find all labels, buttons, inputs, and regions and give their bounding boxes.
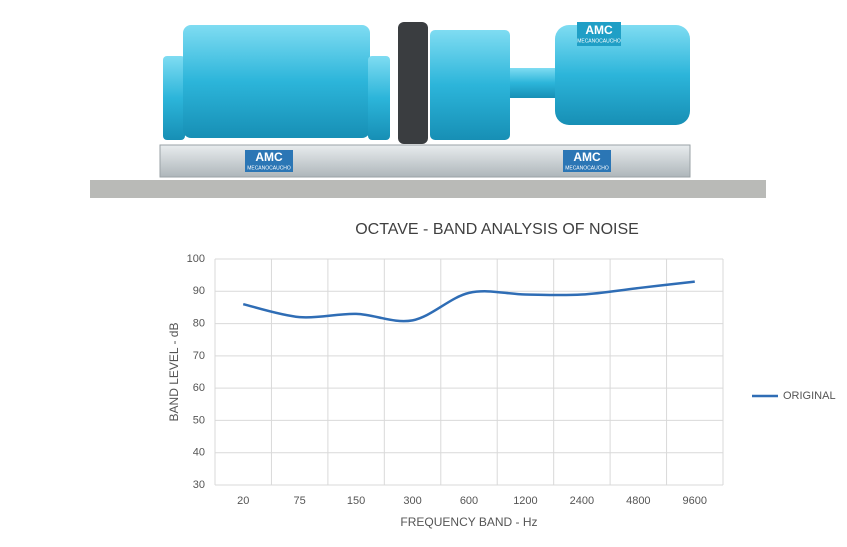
x-tick-label: 9600 — [683, 495, 707, 507]
logo-subtext: MECANOCAUCHO — [577, 38, 621, 44]
support-left — [163, 56, 185, 140]
y-tick-label: 30 — [193, 479, 205, 491]
drum — [183, 25, 370, 138]
chart-title: OCTAVE - BAND ANALYSIS OF NOISE — [355, 221, 639, 238]
logo-plate — [577, 22, 621, 46]
y-axis-label: BAND LEVEL - dB — [167, 323, 181, 422]
y-tick-label: 90 — [193, 285, 205, 297]
logo-plate — [563, 150, 611, 172]
x-tick-label: 4800 — [626, 495, 650, 507]
logo-plate — [245, 150, 293, 172]
x-tick-label: 1200 — [513, 495, 537, 507]
x-tick-label: 20 — [237, 495, 249, 507]
x-tick-label: 300 — [403, 495, 421, 507]
logo-subtext: MECANOCAUCHO — [247, 165, 291, 171]
y-tick-label: 100 — [187, 253, 205, 265]
y-tick-label: 70 — [193, 350, 205, 362]
motor — [555, 25, 690, 125]
y-tick-label: 80 — [193, 317, 205, 329]
logo-text: AMC — [573, 150, 601, 164]
data-line — [242, 280, 695, 323]
ground — [90, 180, 766, 198]
x-tick-label: 600 — [460, 495, 478, 507]
machine-illustration: AMC MECANOCAUCHO AMC MECANOCAUCHO AMC ME… — [90, 22, 766, 198]
logo-text: AMC — [255, 150, 283, 164]
legend-label: ORIGINAL — [783, 390, 836, 402]
shaft — [510, 68, 555, 98]
y-tick-label: 60 — [193, 382, 205, 394]
gearbox — [430, 30, 510, 140]
support-right — [368, 56, 390, 140]
x-tick-label: 75 — [294, 495, 306, 507]
logo-subtext: MECANOCAUCHO — [565, 165, 609, 171]
x-axis-label: FREQUENCY BAND - Hz — [400, 515, 537, 529]
logo-text: AMC — [585, 23, 613, 37]
y-tick-label: 40 — [193, 447, 205, 459]
flywheel — [398, 22, 428, 144]
y-tick-label: 50 — [193, 414, 205, 426]
x-tick-label: 150 — [347, 495, 365, 507]
x-tick-label: 2400 — [570, 495, 594, 507]
plot-area: 30 40 50 60 70 80 90 100 20 75 150 300 600 1200 2400 48… — [187, 253, 836, 507]
